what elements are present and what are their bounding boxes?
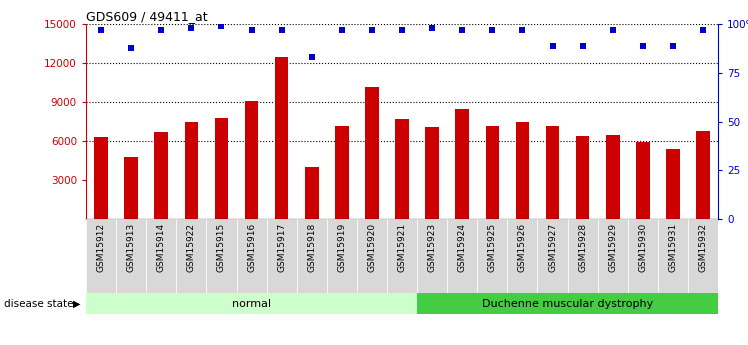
Point — [486, 27, 498, 33]
Bar — [456, 109, 469, 219]
Point — [156, 27, 168, 33]
Bar — [538, 219, 568, 293]
Text: GSM15913: GSM15913 — [126, 223, 135, 272]
Text: GSM15922: GSM15922 — [187, 223, 196, 272]
Point — [215, 23, 227, 29]
Point — [697, 27, 709, 33]
Bar — [426, 127, 439, 219]
Bar — [417, 219, 447, 293]
Text: GSM15925: GSM15925 — [488, 223, 497, 272]
Text: GSM15914: GSM15914 — [157, 223, 166, 272]
Text: GSM15920: GSM15920 — [367, 223, 376, 272]
Point — [396, 27, 408, 33]
Bar — [275, 57, 289, 219]
Bar — [297, 219, 327, 293]
Bar — [395, 119, 409, 219]
Text: GDS609 / 49411_at: GDS609 / 49411_at — [86, 10, 208, 23]
Bar — [116, 219, 146, 293]
Bar — [447, 219, 477, 293]
Bar — [236, 219, 266, 293]
Text: GSM15912: GSM15912 — [96, 223, 105, 272]
Bar — [266, 219, 297, 293]
Bar — [688, 219, 718, 293]
Bar — [568, 219, 598, 293]
Point — [426, 25, 438, 31]
Point — [366, 27, 378, 33]
Bar — [477, 219, 507, 293]
Point — [667, 43, 679, 48]
Bar — [636, 142, 649, 219]
Point — [186, 25, 197, 31]
Point — [637, 43, 649, 48]
Point — [306, 55, 318, 60]
Bar — [86, 293, 417, 314]
Point — [276, 27, 288, 33]
Text: GSM15919: GSM15919 — [337, 223, 346, 272]
Bar — [576, 136, 589, 219]
Bar — [515, 122, 530, 219]
Text: disease state: disease state — [4, 299, 73, 308]
Text: Duchenne muscular dystrophy: Duchenne muscular dystrophy — [482, 299, 653, 308]
Text: GSM15918: GSM15918 — [307, 223, 316, 272]
Bar — [124, 157, 138, 219]
Bar — [365, 87, 378, 219]
Text: GSM15915: GSM15915 — [217, 223, 226, 272]
Bar — [155, 132, 168, 219]
Text: GSM15932: GSM15932 — [699, 223, 708, 272]
Point — [547, 43, 559, 48]
Text: GSM15923: GSM15923 — [428, 223, 437, 272]
Bar — [335, 126, 349, 219]
Point — [336, 27, 348, 33]
Bar — [206, 219, 236, 293]
Text: GSM15929: GSM15929 — [608, 223, 617, 272]
Point — [516, 27, 528, 33]
Bar — [86, 219, 116, 293]
Bar — [628, 219, 658, 293]
Point — [456, 27, 468, 33]
Bar — [357, 219, 387, 293]
Text: GSM15931: GSM15931 — [669, 223, 678, 272]
Bar — [598, 219, 628, 293]
Bar — [507, 219, 538, 293]
Point — [577, 43, 589, 48]
Bar — [327, 219, 357, 293]
Point — [607, 27, 619, 33]
Bar — [215, 118, 228, 219]
Bar — [245, 101, 258, 219]
Text: GSM15926: GSM15926 — [518, 223, 527, 272]
Text: GSM15927: GSM15927 — [548, 223, 557, 272]
Bar — [658, 219, 688, 293]
Bar — [185, 122, 198, 219]
Bar — [177, 219, 206, 293]
Point — [245, 27, 257, 33]
Bar — [387, 219, 417, 293]
Bar — [94, 137, 108, 219]
Bar — [606, 135, 619, 219]
Bar — [305, 167, 319, 219]
Text: ▶: ▶ — [73, 299, 81, 308]
Text: GSM15916: GSM15916 — [247, 223, 256, 272]
Point — [95, 27, 107, 33]
Text: GSM15930: GSM15930 — [638, 223, 647, 272]
Bar — [146, 219, 177, 293]
Bar — [666, 149, 680, 219]
Bar — [546, 126, 560, 219]
Text: GSM15921: GSM15921 — [397, 223, 407, 272]
Text: GSM15924: GSM15924 — [458, 223, 467, 272]
Point — [125, 45, 137, 50]
Text: GSM15917: GSM15917 — [278, 223, 286, 272]
Bar — [485, 126, 499, 219]
Bar — [696, 131, 710, 219]
Text: GSM15928: GSM15928 — [578, 223, 587, 272]
Bar — [417, 293, 718, 314]
Text: normal: normal — [232, 299, 271, 308]
